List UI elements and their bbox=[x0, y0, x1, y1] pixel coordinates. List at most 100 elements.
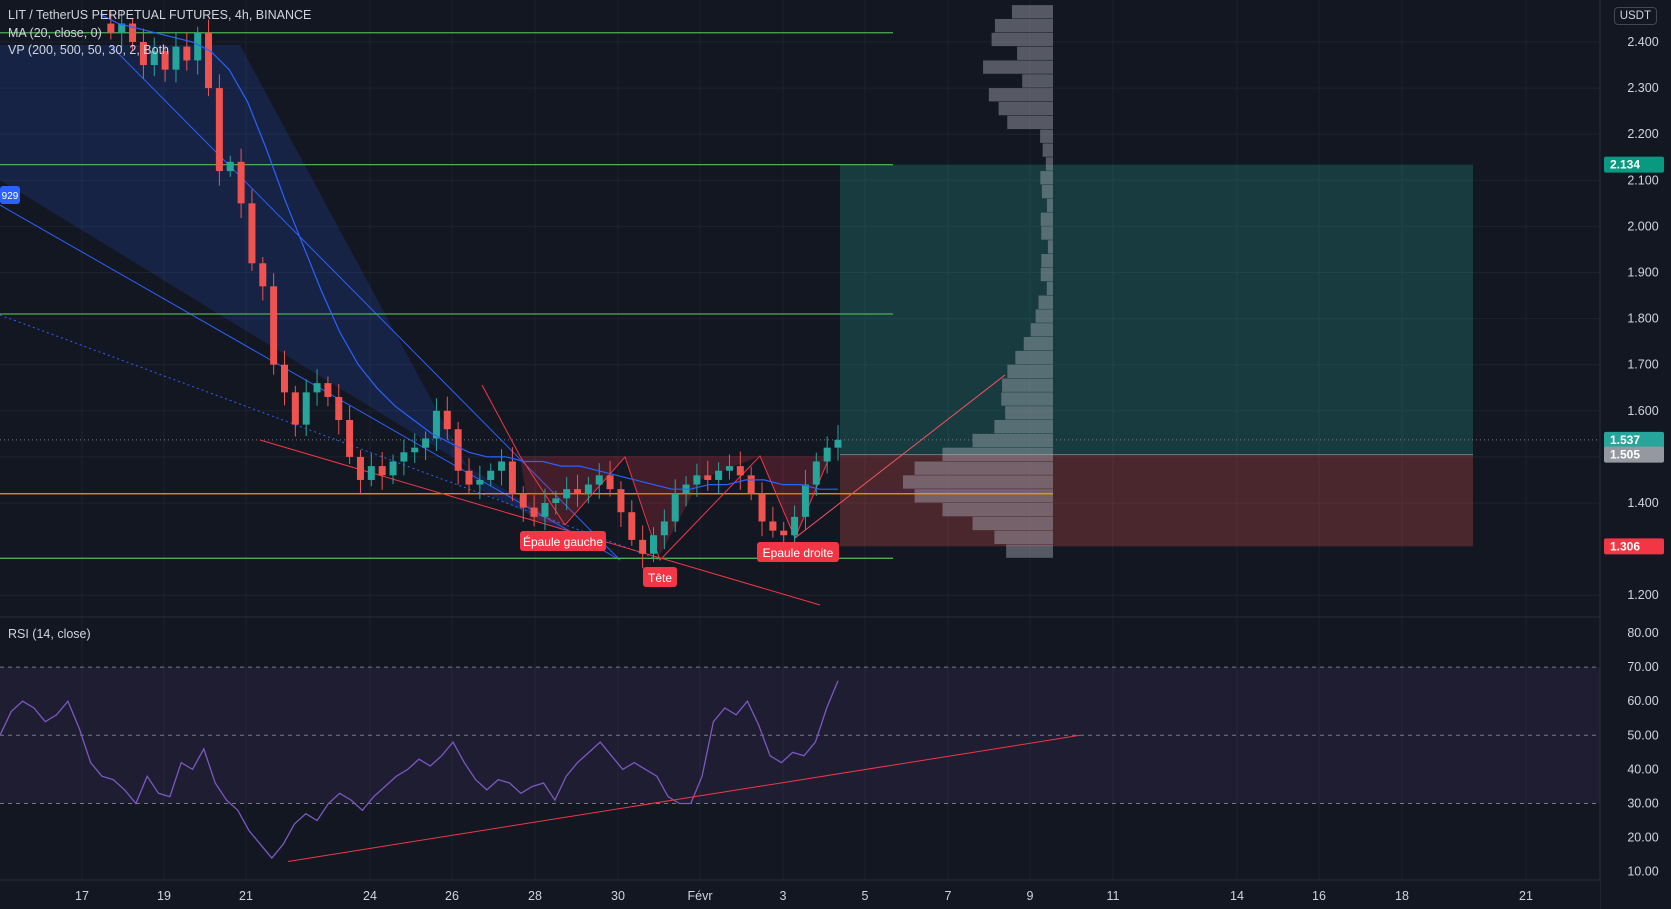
volume-profile[interactable] bbox=[903, 5, 1053, 558]
candle-body[interactable] bbox=[812, 461, 820, 485]
projection-line[interactable] bbox=[794, 374, 1006, 539]
ma-legend[interactable]: MA (20, close, 0) bbox=[8, 26, 102, 40]
candle-body[interactable] bbox=[498, 461, 506, 471]
hs-pattern-outline[interactable] bbox=[481, 384, 831, 561]
rsi-pane[interactable] bbox=[0, 666, 1600, 862]
candle-body[interactable] bbox=[454, 429, 462, 471]
candle-body[interactable] bbox=[476, 479, 484, 485]
candle-body[interactable] bbox=[237, 161, 245, 204]
candle-body[interactable] bbox=[552, 498, 560, 503]
candle-body[interactable] bbox=[671, 493, 679, 522]
candle-body[interactable] bbox=[107, 23, 115, 33]
candle-body[interactable] bbox=[508, 461, 516, 494]
candle-body[interactable] bbox=[563, 489, 571, 499]
candle-body[interactable] bbox=[530, 507, 538, 517]
candle-body[interactable] bbox=[302, 392, 310, 425]
candle-body[interactable] bbox=[747, 475, 755, 494]
candle-body[interactable] bbox=[378, 466, 386, 476]
candle-body[interactable] bbox=[628, 512, 636, 540]
volume-profile-bar bbox=[1005, 406, 1053, 420]
price-tick-label: 1.900 bbox=[1627, 266, 1658, 280]
candle-body[interactable] bbox=[161, 51, 169, 70]
candle-body[interactable] bbox=[139, 42, 147, 66]
candle-body[interactable] bbox=[215, 88, 223, 172]
ma-line[interactable] bbox=[99, 13, 838, 490]
candle-body[interactable] bbox=[248, 203, 256, 264]
candle-body[interactable] bbox=[823, 447, 831, 462]
descending-channel[interactable] bbox=[0, 45, 620, 560]
descending-trendline[interactable] bbox=[259, 439, 821, 606]
candle-body[interactable] bbox=[291, 392, 299, 425]
candle-body[interactable] bbox=[172, 46, 180, 70]
candle-body[interactable] bbox=[313, 383, 321, 393]
candle-body[interactable] bbox=[335, 396, 343, 421]
rsi-legend[interactable]: RSI (14, close) bbox=[8, 627, 91, 641]
candles[interactable] bbox=[107, 9, 842, 569]
candle-body[interactable] bbox=[346, 420, 354, 457]
rsi-trendline[interactable] bbox=[287, 734, 1081, 862]
candle-body[interactable] bbox=[432, 410, 440, 439]
candle-body[interactable] bbox=[367, 466, 375, 480]
pattern-label-bg[interactable] bbox=[643, 567, 677, 587]
target-zone[interactable] bbox=[840, 164, 1473, 455]
candle-body[interactable] bbox=[725, 466, 733, 471]
pattern-label: Tête bbox=[648, 571, 672, 585]
channel-bottom-line[interactable] bbox=[0, 204, 621, 561]
candle-body[interactable] bbox=[715, 470, 723, 480]
channel-dotted-line[interactable] bbox=[0, 314, 661, 561]
candle-body[interactable] bbox=[389, 461, 397, 476]
candle-body[interactable] bbox=[411, 447, 419, 453]
candle-body[interactable] bbox=[736, 466, 744, 476]
candle-body[interactable] bbox=[259, 263, 267, 287]
candle-body[interactable] bbox=[595, 475, 603, 485]
drawing-badge[interactable] bbox=[0, 186, 20, 204]
candle-body[interactable] bbox=[574, 489, 582, 494]
candle-body[interactable] bbox=[606, 475, 614, 490]
price-pill-target[interactable] bbox=[1604, 156, 1664, 173]
candle-body[interactable] bbox=[791, 516, 799, 536]
candle-body[interactable] bbox=[356, 456, 364, 480]
candle-body[interactable] bbox=[660, 521, 668, 536]
candle-body[interactable] bbox=[617, 489, 625, 513]
candle-body[interactable] bbox=[704, 475, 712, 480]
candle-body[interactable] bbox=[834, 439, 842, 448]
pattern-label-bg[interactable] bbox=[520, 531, 606, 551]
price-pill-stop[interactable] bbox=[1604, 538, 1664, 555]
candle-body[interactable] bbox=[129, 23, 137, 42]
candle-body[interactable] bbox=[150, 51, 158, 66]
candle-body[interactable] bbox=[758, 493, 766, 522]
candle-body[interactable] bbox=[324, 383, 332, 397]
candle-body[interactable] bbox=[118, 23, 126, 33]
candle-body[interactable] bbox=[205, 32, 213, 89]
candle-body[interactable] bbox=[639, 539, 647, 554]
candle-body[interactable] bbox=[801, 484, 809, 517]
candle-body[interactable] bbox=[183, 46, 191, 61]
candle-body[interactable] bbox=[487, 470, 495, 480]
symbol-legend[interactable]: LIT / TetherUS PERPETUAL FUTURES, 4h, BI… bbox=[8, 8, 312, 22]
time-axis[interactable]: 17 19 21 24 26 28 30 Févr 3 5 7 9 11 14 16 18 21 bbox=[0, 879, 1600, 909]
candle-body[interactable] bbox=[281, 364, 288, 393]
candle-body[interactable] bbox=[194, 32, 202, 61]
channel-top-line[interactable] bbox=[109, 44, 621, 561]
candle-body[interactable] bbox=[465, 470, 473, 485]
candle-body[interactable] bbox=[769, 521, 777, 531]
candle-body[interactable] bbox=[780, 530, 788, 536]
candle-body[interactable] bbox=[226, 161, 234, 172]
candle-body[interactable] bbox=[541, 503, 549, 517]
candle-body[interactable] bbox=[270, 286, 278, 365]
candle-body[interactable] bbox=[519, 493, 527, 508]
candle-body[interactable] bbox=[584, 484, 592, 494]
candle-body[interactable] bbox=[443, 410, 451, 430]
price-pill-entry[interactable] bbox=[1604, 446, 1664, 463]
candle-body[interactable] bbox=[693, 475, 701, 485]
candle-body[interactable] bbox=[650, 535, 657, 554]
pattern-label-bg[interactable] bbox=[757, 542, 839, 562]
stop-zone[interactable] bbox=[840, 454, 1473, 547]
price-axis[interactable]: 2.400 2.300 2.200 2.100 2.000 1.900 1.800 1.700… bbox=[1599, 0, 1671, 909]
currency-button[interactable]: USDT bbox=[1613, 7, 1657, 25]
candle-body[interactable] bbox=[400, 452, 408, 462]
candle-body[interactable] bbox=[422, 438, 430, 448]
vp-legend[interactable]: VP (200, 500, 50, 30, 2, Both bbox=[8, 43, 169, 57]
rsi-line[interactable] bbox=[0, 680, 839, 860]
